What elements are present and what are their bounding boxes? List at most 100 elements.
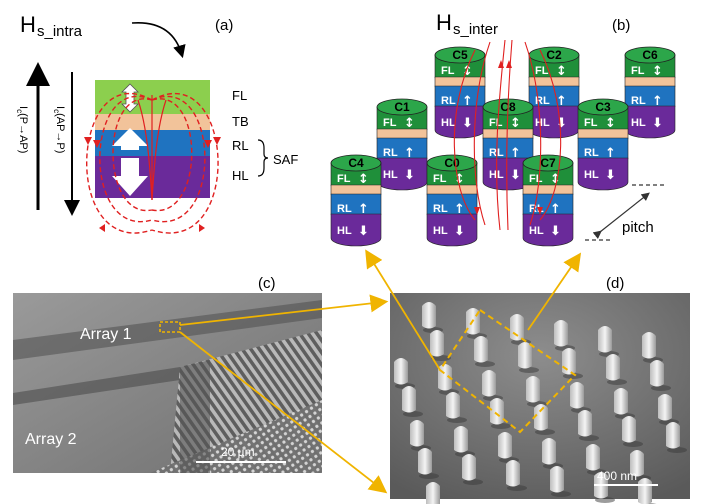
sem-pillar: [658, 394, 672, 421]
pillar-fl-arrow-icon: ↕: [358, 172, 369, 187]
sem-pillar: [426, 482, 440, 504]
pillar-rl-arrow-icon: ↑: [652, 94, 663, 109]
rl-magnetization-arrow: [112, 128, 148, 150]
panel-c-label: (c): [258, 275, 276, 292]
pillar-layer-body: [330, 213, 382, 247]
sem-pillar: [418, 448, 432, 475]
pillar-fl-label: FL: [631, 65, 645, 77]
pillar-fl-arrow-icon: ↕: [556, 64, 567, 79]
pillar-hl-arrow-icon: ⬇: [462, 116, 473, 131]
pillar-hl-label: HL: [441, 117, 456, 129]
pillar-fl-arrow-icon: ↕: [454, 172, 465, 187]
pillar-rl-arrow-icon: ↑: [550, 202, 561, 217]
scale-bar-d: [594, 484, 658, 486]
sem-pillar: [490, 398, 504, 425]
pillar-hl-arrow-icon: ⬇: [404, 168, 415, 183]
pillar-rl-arrow-icon: ↑: [462, 94, 473, 109]
zoom-arrow-top: [179, 294, 389, 326]
pillar-rl-label: RL: [441, 95, 456, 107]
pitch-label: pitch: [622, 219, 654, 236]
pillar-hl-label: HL: [433, 225, 448, 237]
cluster-arrow-right: [527, 252, 582, 331]
sem-pillar: [554, 320, 568, 347]
sem-pillar: [606, 354, 620, 381]
pillar-hl-label: HL: [584, 169, 599, 181]
saf-brace: [257, 139, 269, 177]
pillar-id-label: C7: [540, 156, 556, 170]
field-direction-arrowheads: [84, 137, 221, 232]
panel-a-field-symbol: H: [20, 12, 36, 37]
pillar-hl-arrow-icon: ⬇: [358, 224, 369, 239]
sem-pillar-shadow: [595, 497, 615, 503]
pillar-fl-arrow-icon: ↕: [510, 116, 521, 131]
pillar-rl-label: RL: [433, 203, 448, 215]
pillar-top: [434, 46, 486, 64]
sem-pillar: [410, 420, 424, 447]
sem-pillar: [402, 386, 416, 413]
sem-pillar: [666, 422, 680, 449]
current-ap-to-p-text: Ic(AP→P): [52, 106, 66, 153]
pillar-fl-label: FL: [441, 65, 455, 77]
pillar-fl-arrow-icon: ↕: [605, 116, 616, 131]
array1-selection-box[interactable]: [159, 321, 181, 333]
mtj-pillar-c5: FL ↕ RL ↑ HL ⬇ C5: [434, 46, 486, 139]
pillar-id-label: C0: [444, 156, 460, 170]
pillar-hl-label: HL: [529, 225, 544, 237]
sem-pillar-shadow: [403, 411, 423, 417]
sem-pillar-shadow: [563, 373, 583, 379]
rl-label: RL: [232, 138, 249, 153]
pillar-rl-arrow-icon: ↑: [404, 146, 415, 161]
pillar-id-label: C2: [546, 48, 562, 62]
sem-pillar: [650, 360, 664, 387]
sem-pillar: [598, 326, 612, 353]
pillar-rl-label: RL: [383, 147, 398, 159]
pillar-hl-label: HL: [535, 117, 550, 129]
sem-pillar: [570, 382, 584, 409]
scale-bar-c: [196, 461, 286, 463]
sem-pillar-shadow: [535, 429, 555, 435]
fl-label: FL: [232, 88, 247, 103]
pillar-top: [330, 154, 382, 172]
pillar-hl-label: HL: [337, 225, 352, 237]
pillar-rl-arrow-icon: ↑: [510, 146, 521, 161]
sem-pillar-shadow: [491, 423, 511, 429]
pillar-fl-arrow-icon: ↕: [652, 64, 663, 79]
sem-pillar: [526, 376, 540, 403]
pillar-fl-arrow-icon: ↕: [550, 172, 561, 187]
pillar-fl-arrow-icon: ↕: [404, 116, 415, 131]
sem-pillar: [518, 342, 532, 369]
sem-pillar: [482, 370, 496, 397]
cluster-arrow-left: [365, 249, 441, 371]
mtj-pillar-c1: FL ↕ RL ↑ HL ⬇ C1: [376, 98, 428, 191]
sem-pillar: [462, 454, 476, 481]
sem-pillar-shadow: [623, 441, 643, 447]
pillar-rl-arrow-icon: ↑: [454, 202, 465, 217]
mtj-pillar-c6: FL ↕ RL ↑ HL ⬇ C6: [624, 46, 676, 139]
pillar-fl-arrow-icon: ↕: [462, 64, 473, 79]
mtj-pillar-c3: FL ↕ RL ↑ HL ⬇ C3: [577, 98, 629, 191]
panel-d-label: (d): [606, 275, 624, 292]
sem-pillar-shadow: [551, 491, 571, 497]
c-cell-cluster-selection[interactable]: [438, 308, 577, 434]
sem-pillar: [498, 432, 512, 459]
pillar-hl-arrow-icon: ⬇: [556, 116, 567, 131]
pillar-hl-label: HL: [631, 117, 646, 129]
scale-bar-c-label: 20 µm: [221, 445, 255, 459]
sem-feed-line-1: [13, 300, 322, 360]
sem-pillar: [534, 404, 548, 431]
scale-bar-d-label: 400 nm: [597, 469, 637, 483]
sem-pillar-shadow: [507, 485, 527, 491]
pillar-top: [426, 154, 478, 172]
sem-pillar-shadow: [607, 379, 627, 385]
sem-pillar-shadow: [463, 479, 483, 485]
pillar-fl-label: FL: [433, 173, 447, 185]
panel-b: H s_inter (b) FL ↕ RL ↑ HL ⬇ C5 FL ↕ RL ↑ HL ⬇ C2 FL ↕ R…: [330, 10, 676, 247]
pillar-fl-label: FL: [337, 173, 351, 185]
pillar-fl-label: FL: [535, 65, 549, 77]
mtj-pillar-c0: FL ↕ RL ↑ HL ⬇ C0: [426, 154, 478, 247]
array2-label: Array 2: [25, 431, 77, 448]
pillar-hl-label: HL: [383, 169, 398, 181]
sem-pillar: [630, 450, 644, 477]
panel-b-label: (b): [612, 17, 630, 34]
